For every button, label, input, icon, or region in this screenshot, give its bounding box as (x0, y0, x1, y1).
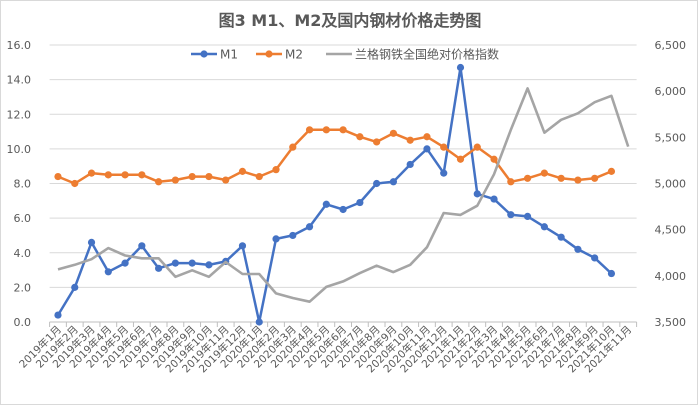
data-point (71, 179, 79, 188)
data-point (305, 126, 314, 134)
data-point (272, 235, 280, 243)
y-right-tick-label: 4,500 (655, 224, 687, 237)
legend-marker (200, 50, 208, 58)
data-point (356, 133, 364, 141)
data-point (255, 318, 263, 326)
legend-label: M2 (285, 48, 303, 62)
data-point (205, 172, 213, 181)
data-point (71, 283, 79, 291)
data-point (373, 179, 381, 188)
data-point (523, 174, 532, 182)
y-right-tick-label: 5,500 (655, 131, 687, 144)
y-left-tick-label: 0.0 (14, 316, 32, 329)
legend-label: M1 (220, 48, 238, 62)
data-point (456, 63, 465, 72)
legend-label: 兰格钢铁全国绝对价格指数 (355, 47, 499, 62)
y-left-tick-label: 4.0 (14, 247, 32, 260)
data-point (272, 166, 280, 174)
data-point (188, 172, 196, 181)
data-point (507, 178, 515, 186)
data-point (423, 133, 431, 141)
y-right-tick-label: 5,000 (655, 178, 687, 191)
data-point (289, 143, 297, 151)
series-line-2 (57, 128, 612, 185)
data-point (255, 172, 263, 181)
data-point (155, 264, 163, 272)
data-point (389, 178, 398, 186)
data-point (406, 136, 414, 144)
data-point (171, 176, 179, 184)
data-point (322, 200, 330, 208)
data-point (557, 174, 565, 182)
data-point (322, 126, 330, 134)
data-point (138, 242, 146, 250)
data-point (574, 176, 582, 184)
chart-title: 图3 M1、M2及国内钢材价格走势图 (219, 11, 482, 30)
y-right-tick-label: 3,500 (655, 316, 687, 329)
data-point (356, 198, 364, 207)
data-point (574, 245, 582, 253)
data-point (238, 242, 247, 250)
data-point (339, 126, 347, 134)
data-point (607, 269, 616, 278)
data-point (121, 259, 129, 267)
data-point (339, 205, 347, 214)
legend-marker (265, 50, 273, 58)
data-point (456, 155, 465, 163)
data-point (104, 171, 112, 179)
legend: M1 M2 兰格钢铁全国绝对价格指数 (191, 47, 499, 62)
data-point (289, 231, 297, 240)
y-right-tick-label: 6,000 (655, 85, 687, 98)
data-point (188, 259, 196, 267)
data-point (540, 223, 548, 231)
data-point (591, 174, 599, 182)
y-left-tick-label: 16.0 (7, 39, 32, 52)
data-point (473, 143, 481, 151)
data-point (591, 254, 599, 262)
data-point (440, 143, 448, 151)
data-point (490, 195, 498, 203)
data-point (54, 172, 62, 181)
y-left-tick-label: 14.0 (7, 74, 32, 87)
y-left-tick-label: 10.0 (7, 143, 32, 156)
data-point (490, 155, 498, 163)
data-point (54, 311, 62, 319)
data-point (87, 169, 96, 177)
data-point (473, 190, 481, 198)
data-point (440, 169, 448, 177)
data-point (540, 169, 548, 177)
data-point (607, 167, 616, 175)
y-right-tick-label: 6,500 (655, 39, 687, 52)
data-point (305, 223, 314, 231)
data-point (238, 167, 247, 175)
y-left-tick-label: 12.0 (7, 108, 32, 121)
data-point (138, 171, 146, 179)
data-point (155, 178, 163, 186)
data-point (373, 138, 381, 146)
data-point (222, 176, 230, 184)
y-right-tick-label: 4,000 (655, 270, 687, 283)
y-left-tick-label: 8.0 (14, 178, 32, 191)
data-point (507, 211, 515, 219)
data-point (104, 268, 112, 276)
data-point (121, 171, 129, 179)
y-left-tick-label: 2.0 (14, 281, 32, 294)
data-point (557, 233, 565, 241)
series-line-3 (57, 87, 630, 304)
data-point (423, 145, 431, 153)
data-point (389, 129, 398, 137)
data-point (523, 212, 532, 220)
data-point (406, 160, 414, 169)
data-point (171, 259, 179, 267)
data-point (87, 238, 96, 246)
data-point (205, 261, 213, 269)
y-left-tick-label: 6.0 (14, 212, 32, 225)
